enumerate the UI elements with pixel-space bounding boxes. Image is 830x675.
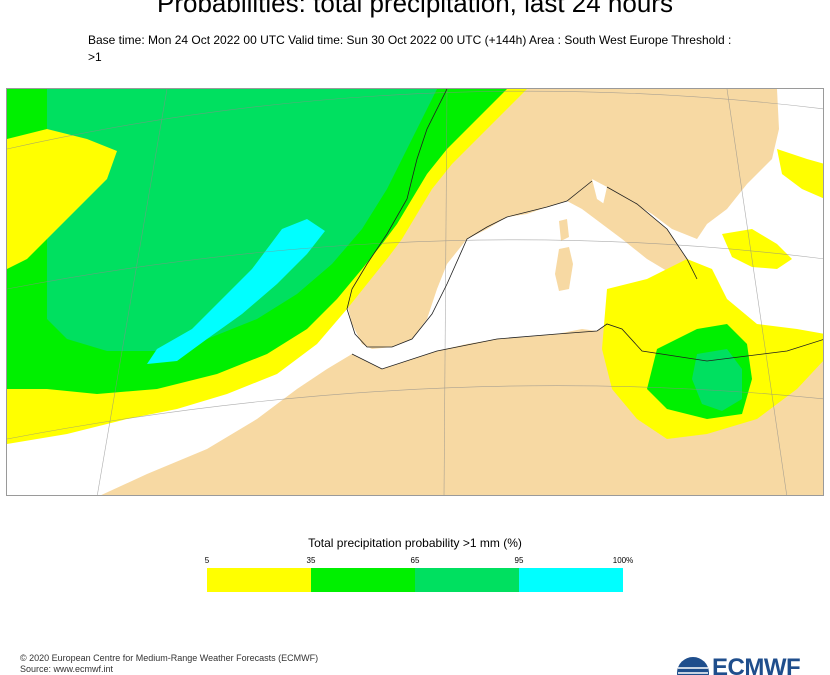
legend-tick-65: 65 — [410, 556, 420, 565]
land-sardinia — [555, 247, 573, 291]
ecmwf-logo: ECMWF — [676, 656, 800, 675]
land-italy — [602, 187, 697, 284]
land-corsica — [559, 219, 569, 241]
band-65-95 — [47, 89, 437, 351]
precipitation-map — [6, 88, 824, 496]
band-5-35-northeast — [777, 149, 823, 199]
legend-swatch-65-95 — [415, 568, 519, 592]
legend-tick-5: 5 — [204, 556, 210, 565]
legend-tick-100: 100% — [612, 556, 634, 565]
legend-title: Total precipitation probability >1 mm (%… — [308, 536, 522, 550]
legend-tick-95: 95 — [514, 556, 524, 565]
copyright-text: © 2020 European Centre for Medium-Range … — [20, 653, 319, 663]
logo-text: ECMWF — [712, 656, 801, 675]
graticule — [7, 89, 823, 495]
legend-swatch-35-65 — [311, 568, 415, 592]
legend-tick-35: 35 — [306, 556, 316, 565]
source-text: Source: www.ecmwf.int — [20, 664, 114, 674]
copyright-block: © 2020 European Centre for Medium-Range … — [20, 653, 318, 675]
legend-swatch-95-100 — [519, 568, 623, 592]
chart-subtitle: Base time: Mon 24 Oct 2022 00 UTC Valid … — [88, 33, 732, 64]
map-svg — [7, 89, 823, 495]
band-5-35-aegean — [722, 229, 792, 269]
band-5-35-west — [7, 129, 117, 269]
legend-swatch-5-35 — [207, 568, 311, 592]
chart-title: Probabilities: total precipitation, last… — [157, 0, 673, 18]
logo-globe-icon — [677, 657, 709, 675]
band-65-95-east — [692, 349, 742, 411]
band-95-100 — [147, 219, 325, 364]
legend-color-bar — [207, 568, 623, 592]
coastlines — [346, 89, 823, 370]
